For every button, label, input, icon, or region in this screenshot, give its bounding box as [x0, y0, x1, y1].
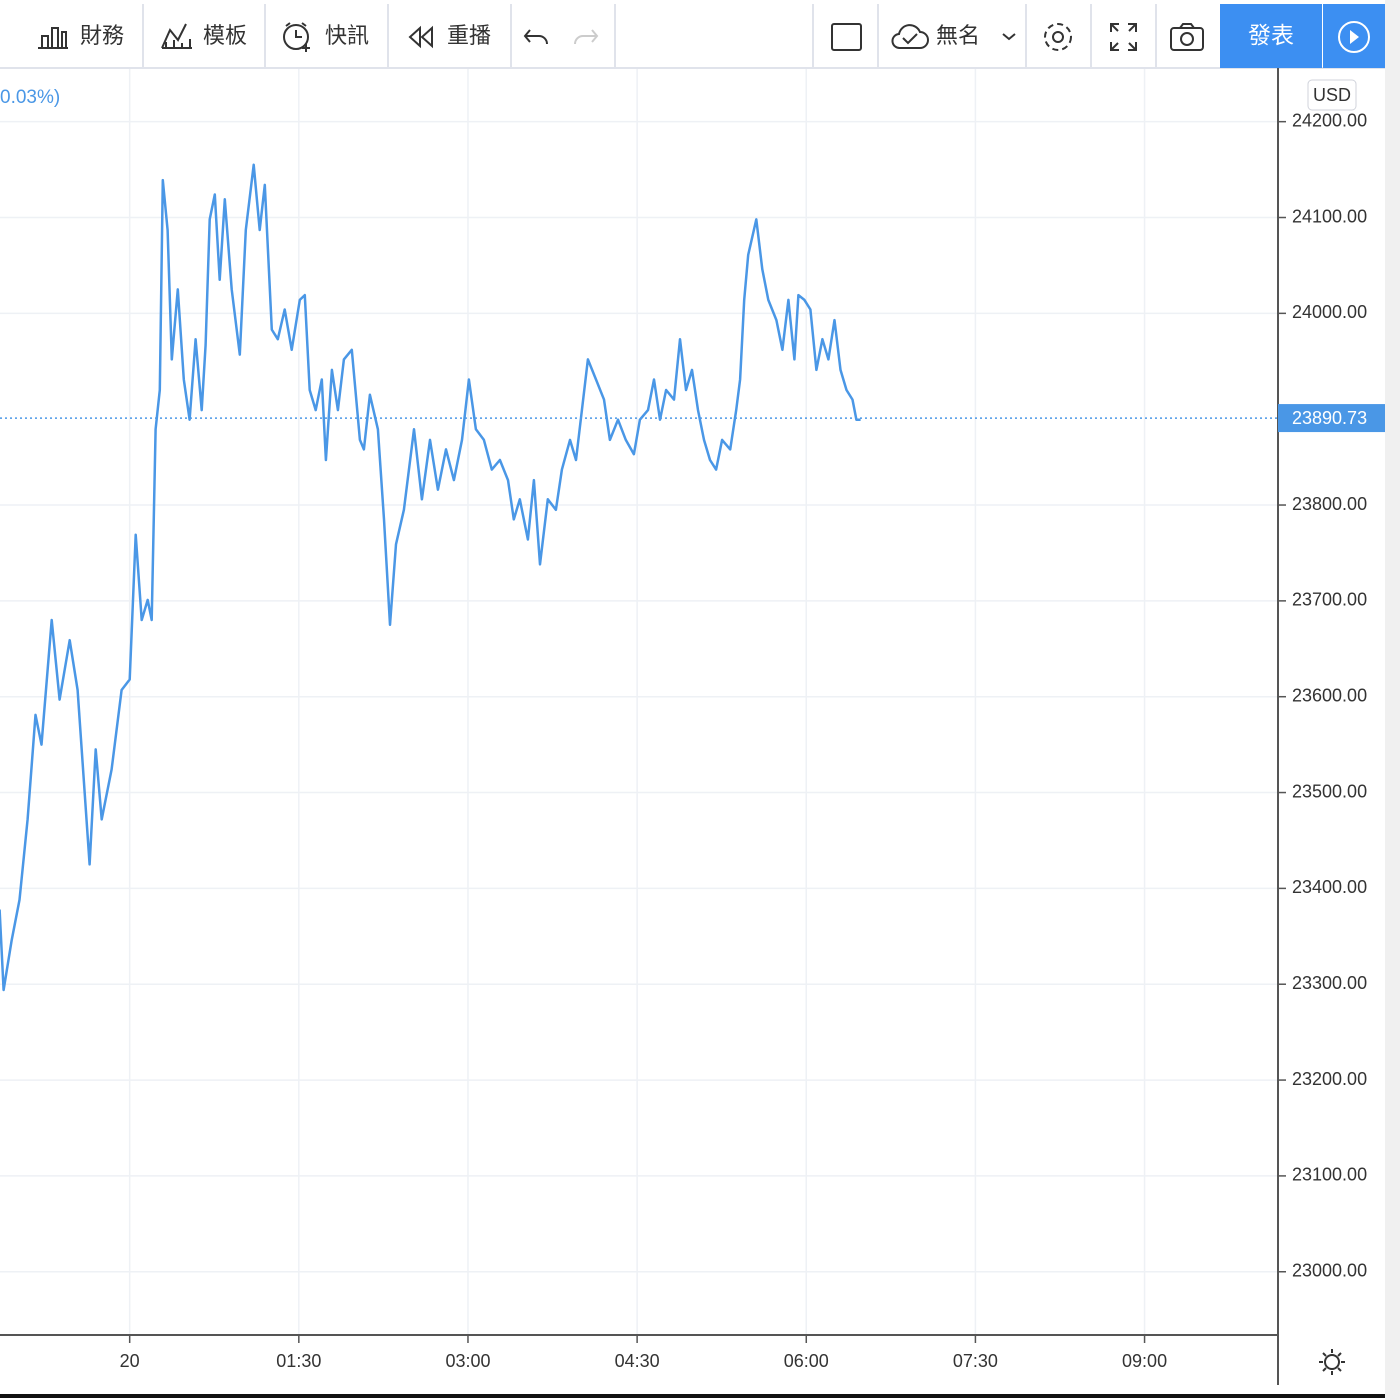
legend-text: 0.03%) [0, 87, 60, 108]
settings-button[interactable] [1044, 23, 1072, 51]
toolbar-bg [0, 0, 1385, 68]
redo-button[interactable] [574, 29, 599, 45]
layout-button[interactable] [831, 23, 862, 51]
toolbar: 財務 模板 快訊 重播 無名 發表 [0, 0, 1385, 69]
y-tick-label: 23000.00 [1292, 1260, 1367, 1280]
x-tick-label: 07:30 [953, 1351, 998, 1371]
right-edge [1385, 0, 1400, 1400]
undo-button[interactable] [523, 29, 548, 45]
snapshot-button[interactable] [1170, 23, 1204, 51]
templates-button[interactable]: 模板 [161, 23, 247, 49]
alerts-button[interactable]: 快訊 [283, 22, 369, 52]
currency-box[interactable] [1307, 79, 1357, 111]
play-icon [1350, 30, 1359, 44]
fullscreen-button[interactable] [1110, 23, 1137, 51]
toolbar-label[interactable]: 重播 [447, 23, 491, 48]
y-tick-label: 23500.00 [1292, 781, 1367, 801]
y-tick-label: 24000.00 [1292, 302, 1367, 322]
last-price-box [1278, 404, 1385, 433]
y-tick-label: 23200.00 [1292, 1069, 1367, 1089]
y-tick-label: 24100.00 [1292, 206, 1367, 226]
y-tick-label: 23800.00 [1292, 494, 1367, 514]
publish-label[interactable]: 發表 [1248, 22, 1294, 48]
x-tick-label: 06:00 [784, 1351, 829, 1371]
save-button[interactable]: 無名 [891, 23, 1016, 49]
x-tick-label: 03:00 [445, 1351, 490, 1371]
x-tick-label: 20 [120, 1351, 140, 1371]
y-tick-label: 23400.00 [1292, 877, 1367, 897]
financials-button[interactable]: 財務 [38, 23, 124, 49]
last-price-label: 23890.73 [1292, 408, 1367, 428]
toolbar-label[interactable]: 模板 [203, 23, 247, 48]
y-tick-label: 23100.00 [1292, 1165, 1367, 1185]
y-tick-label: 24200.00 [1292, 110, 1367, 130]
toolbar-label[interactable]: 財務 [80, 23, 124, 48]
play-icon [1338, 21, 1370, 53]
x-tick-label: 04:30 [615, 1351, 660, 1371]
currency-label[interactable]: USD [1313, 85, 1351, 105]
toolbar-label[interactable]: 快訊 [325, 23, 369, 48]
replay-button[interactable]: 重播 [408, 23, 491, 49]
plot [0, 163, 1278, 992]
x-tick-label: 09:00 [1122, 1351, 1167, 1371]
x-tick-label: 01:30 [276, 1351, 321, 1371]
y-tick-label: 23600.00 [1292, 685, 1367, 705]
separators [142, 4, 1157, 68]
y-tick-label: 23300.00 [1292, 973, 1367, 993]
grid [0, 68, 1278, 1335]
price-line [0, 163, 861, 992]
layout-name[interactable]: 無名 [936, 23, 980, 48]
axis-settings[interactable] [1319, 1349, 1345, 1375]
y-tick-label: 23700.00 [1292, 590, 1367, 610]
publish-button[interactable] [1220, 4, 1322, 68]
